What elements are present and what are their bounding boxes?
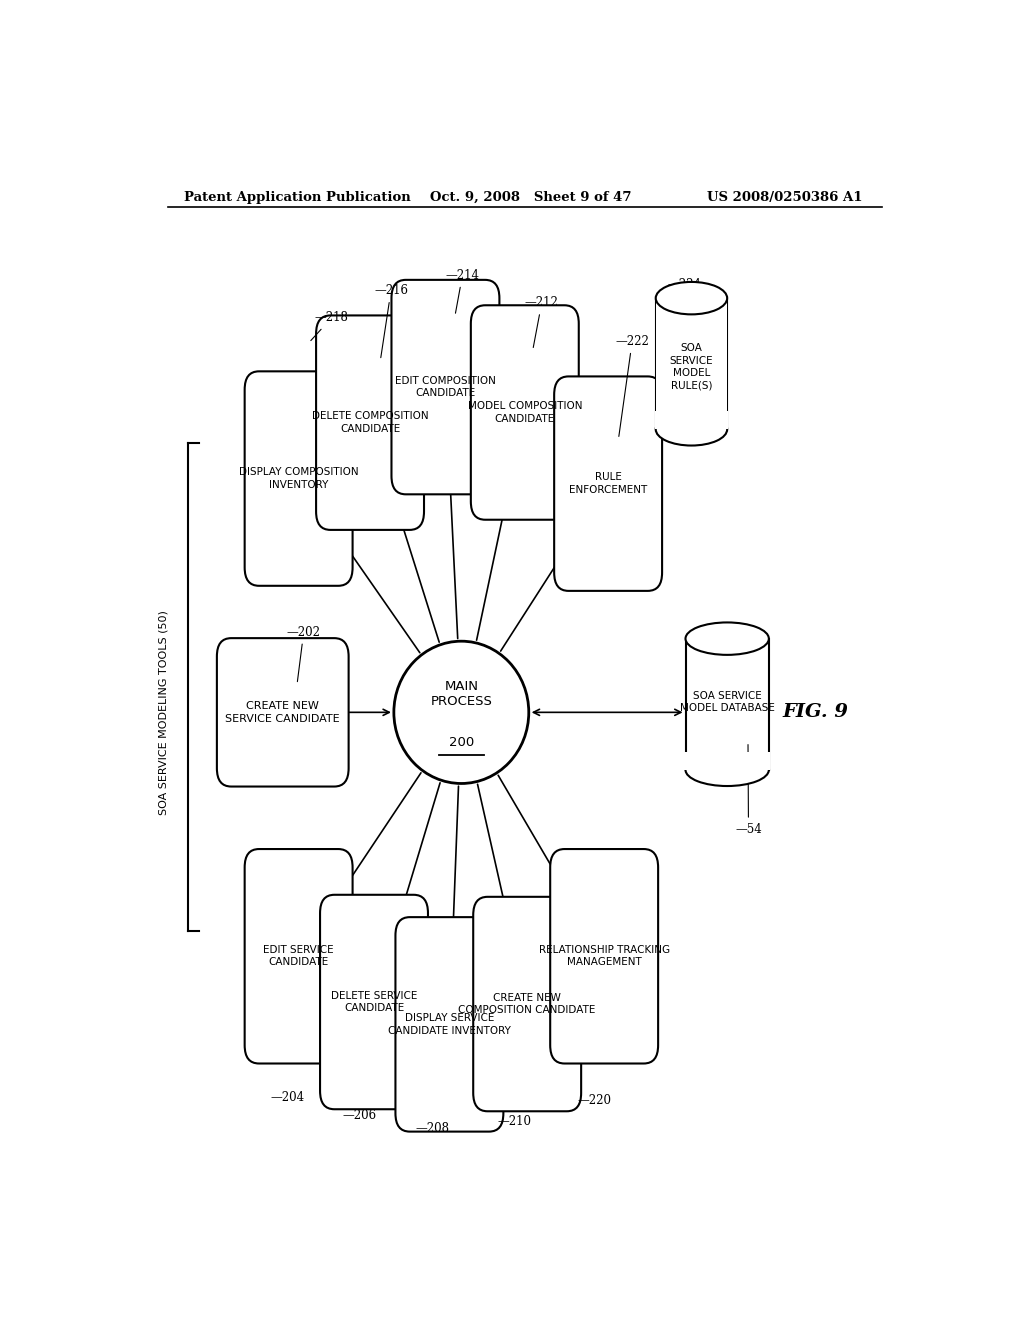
Text: SOA SERVICE MODELING TOOLS (50): SOA SERVICE MODELING TOOLS (50) — [159, 610, 169, 814]
FancyBboxPatch shape — [245, 849, 352, 1064]
Text: Oct. 9, 2008   Sheet 9 of 47: Oct. 9, 2008 Sheet 9 of 47 — [430, 190, 631, 203]
FancyBboxPatch shape — [473, 896, 582, 1111]
Text: MAIN
PROCESS: MAIN PROCESS — [430, 680, 493, 708]
Bar — [684, 751, 770, 770]
Text: FIG. 9: FIG. 9 — [782, 704, 849, 721]
Text: RULE
ENFORCEMENT: RULE ENFORCEMENT — [569, 473, 647, 495]
Text: —202: —202 — [287, 626, 321, 681]
Ellipse shape — [685, 623, 769, 655]
Text: DELETE COMPOSITION
CANDIDATE: DELETE COMPOSITION CANDIDATE — [311, 412, 428, 434]
Text: —54: —54 — [735, 744, 762, 836]
Text: EDIT SERVICE
CANDIDATE: EDIT SERVICE CANDIDATE — [263, 945, 334, 968]
FancyBboxPatch shape — [471, 305, 579, 520]
Ellipse shape — [394, 642, 528, 784]
Text: —210: —210 — [497, 1115, 531, 1129]
FancyBboxPatch shape — [316, 315, 424, 529]
Text: —214: —214 — [445, 269, 479, 313]
Text: CREATE NEW
SERVICE CANDIDATE: CREATE NEW SERVICE CANDIDATE — [225, 701, 340, 723]
Text: —220: —220 — [578, 1094, 612, 1107]
Bar — [685, 639, 769, 785]
Text: —224: —224 — [668, 279, 701, 310]
Text: Patent Application Publication: Patent Application Publication — [183, 190, 411, 203]
Text: SOA SERVICE
MODEL DATABASE: SOA SERVICE MODEL DATABASE — [680, 692, 774, 713]
FancyBboxPatch shape — [554, 376, 663, 591]
Text: —204: —204 — [270, 1092, 305, 1104]
Ellipse shape — [655, 282, 727, 314]
Text: US 2008/0250386 A1: US 2008/0250386 A1 — [708, 190, 863, 203]
Text: SOA
SERVICE
MODEL
RULE(S): SOA SERVICE MODEL RULE(S) — [670, 343, 714, 391]
Text: RELATIONSHIP TRACKING
MANAGEMENT: RELATIONSHIP TRACKING MANAGEMENT — [539, 945, 670, 968]
Text: —206: —206 — [342, 1109, 377, 1122]
Bar — [655, 298, 727, 429]
FancyBboxPatch shape — [391, 280, 500, 494]
Text: —218: —218 — [311, 312, 348, 341]
Ellipse shape — [685, 754, 769, 785]
FancyBboxPatch shape — [550, 849, 658, 1064]
Text: DISPLAY SERVICE
CANDIDATE INVENTORY: DISPLAY SERVICE CANDIDATE INVENTORY — [388, 1014, 511, 1036]
Text: —222: —222 — [615, 335, 649, 437]
Text: DELETE SERVICE
CANDIDATE: DELETE SERVICE CANDIDATE — [331, 991, 417, 1014]
Text: —208: —208 — [416, 1122, 450, 1135]
Text: EDIT COMPOSITION
CANDIDATE: EDIT COMPOSITION CANDIDATE — [395, 376, 496, 399]
Bar — [655, 411, 728, 429]
FancyBboxPatch shape — [321, 895, 428, 1109]
Text: CREATE NEW
COMPOSITION CANDIDATE: CREATE NEW COMPOSITION CANDIDATE — [459, 993, 596, 1015]
FancyBboxPatch shape — [217, 638, 348, 787]
Text: 200: 200 — [449, 737, 474, 750]
Text: MODEL COMPOSITION
CANDIDATE: MODEL COMPOSITION CANDIDATE — [468, 401, 582, 424]
FancyBboxPatch shape — [395, 917, 504, 1131]
Ellipse shape — [655, 413, 727, 446]
FancyBboxPatch shape — [245, 371, 352, 586]
Text: —216: —216 — [374, 284, 408, 358]
Text: —212: —212 — [524, 296, 559, 347]
Text: DISPLAY COMPOSITION
INVENTORY: DISPLAY COMPOSITION INVENTORY — [239, 467, 358, 490]
